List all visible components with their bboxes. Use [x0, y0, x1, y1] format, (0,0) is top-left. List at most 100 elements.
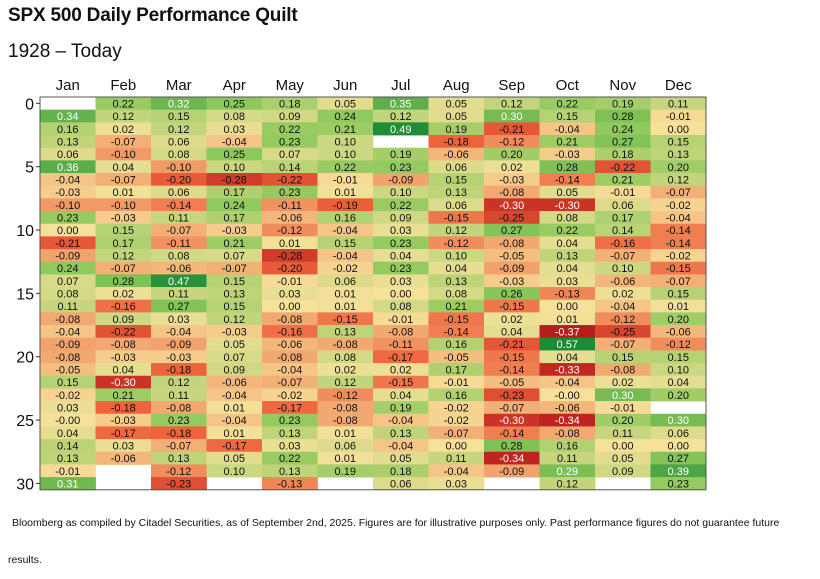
month-label-aug: Aug: [443, 77, 470, 94]
cell-label-r2-c4: 0.22: [279, 124, 300, 136]
cell-label-r9-c6: 0.09: [390, 213, 411, 225]
cell-label-r2-c2: 0.12: [168, 124, 189, 136]
heatmap-cell-r11-c6: [373, 236, 429, 250]
heatmap-cell-r3-c0: [40, 135, 96, 149]
cell-label-r29-c10: 0.09: [612, 466, 633, 478]
cell-label-r4-c2: 0.08: [168, 149, 189, 161]
cell-label-r24-c8: -0.07: [499, 403, 524, 415]
heatmap-cell-r11-c9: [539, 236, 596, 250]
cell-label-r30-c6: 0.06: [390, 479, 411, 491]
heatmap-cell-r3-c10: [595, 135, 651, 149]
cell-label-r15-c10: 0.02: [612, 289, 633, 301]
heatmap-cell-r20-c8: [484, 350, 540, 364]
cell-label-r29-c5: 0.19: [335, 466, 356, 478]
cell-label-r7-c11: -0.07: [666, 187, 691, 199]
cell-label-r22-c3: -0.06: [222, 377, 247, 389]
heatmap-cell-r16-c9: [539, 299, 596, 313]
heatmap-cell-r5-c1: [95, 160, 152, 174]
heatmap-cell-r7-c11: [650, 185, 707, 199]
heatmap-cell-r17-c8: [484, 312, 540, 326]
cell-label-r2-c5: 0.21: [335, 124, 356, 136]
cell-label-r22-c7: -0.01: [444, 377, 469, 389]
heatmap-cell-r26-c9: [539, 426, 596, 440]
heatmap-cell-r9-c1: [95, 211, 152, 225]
cell-label-r12-c3: 0.07: [224, 251, 245, 263]
cell-label-r20-c7: -0.05: [444, 352, 469, 364]
heatmap-cell-r28-c6: [373, 451, 429, 465]
heatmap-cell-r0-c8: [484, 97, 540, 111]
heatmap-cell-r17-c7: [428, 312, 485, 326]
heatmap-cell-r22-c4: [262, 375, 318, 389]
month-label-apr: Apr: [223, 77, 246, 94]
heatmap-cell-r7-c7: [428, 185, 485, 199]
cell-label-r14-c9: 0.03: [557, 276, 578, 288]
heatmap-cell-r5-c0: [40, 160, 96, 174]
heatmap-cell-r4-c6: [373, 147, 429, 161]
cell-label-r24-c9: -0.06: [555, 403, 580, 415]
heatmap-cell-r15-c9: [539, 287, 596, 301]
cell-label-r26-c2: -0.18: [166, 428, 191, 440]
cell-label-r5-c5: 0.22: [335, 162, 356, 174]
heatmap-cell-r17-c9: [539, 312, 596, 326]
heatmap-cell-r17-c1: [95, 312, 152, 326]
cell-label-r13-c0: 0.24: [57, 263, 78, 275]
cell-label-r6-c9: -0.14: [555, 174, 580, 186]
cell-label-r21-c1: 0.04: [113, 365, 134, 377]
cell-label-r11-c4: 0.01: [279, 238, 300, 250]
cell-label-r23-c6: 0.04: [390, 390, 411, 402]
heatmap-cell-r11-c0: [40, 236, 96, 250]
cell-label-r28-c3: 0.05: [224, 453, 245, 465]
y-tick-label-10: 10: [16, 223, 34, 240]
heatmap-cell-r9-c4: [262, 211, 318, 225]
heatmap-cell-r14-c6: [373, 274, 429, 288]
heatmap-cell-r5-c4: [262, 160, 318, 174]
heatmap-cell-r26-c3: [206, 426, 263, 440]
footnote: Bloomberg as compiled by Citadel Securit…: [8, 505, 816, 579]
cell-label-r7-c5: 0.01: [335, 187, 356, 199]
cell-label-r18-c1: -0.22: [111, 327, 136, 339]
heatmap-cell-r16-c4: [262, 299, 318, 313]
heatmap-cell-r9-c10: [595, 211, 651, 225]
heatmap-cell-r1-c8: [484, 109, 540, 123]
heatmap-cell-r8-c8: [484, 198, 540, 212]
heatmap-cell-r24-c8: [484, 401, 540, 415]
heatmap-cell-r18-c6: [373, 325, 429, 339]
cell-label-r6-c2: -0.20: [166, 174, 191, 186]
cell-label-r8-c5: -0.19: [333, 200, 358, 212]
heatmap-cell-r9-c7: [428, 211, 485, 225]
heatmap-cell-r14-c8: [484, 274, 540, 288]
cell-label-r14-c3: 0.15: [224, 276, 245, 288]
cell-label-r6-c5: -0.01: [333, 174, 358, 186]
heatmap-cell-r8-c1: [95, 198, 152, 212]
cell-label-r3-c10: 0.27: [612, 136, 633, 148]
heatmap-cell-r1-c2: [151, 109, 207, 123]
heatmap-cell-r12-c5: [317, 249, 374, 263]
cell-label-r9-c7: -0.15: [444, 213, 469, 225]
cell-label-r21-c11: 0.10: [668, 365, 689, 377]
heatmap-cell-r15-c2: [151, 287, 207, 301]
cell-label-r30-c9: 0.12: [557, 479, 578, 491]
cell-label-r16-c3: 0.15: [224, 301, 245, 313]
cell-label-r3-c4: 0.23: [279, 136, 300, 148]
heatmap-cell-r8-c5: [317, 198, 374, 212]
heatmap-cell-r25-c1: [95, 413, 152, 427]
cell-label-r7-c2: 0.06: [168, 187, 189, 199]
cell-label-r13-c10: 0.10: [612, 263, 633, 275]
cell-label-r13-c6: 0.23: [390, 263, 411, 275]
cell-label-r12-c1: 0.12: [113, 251, 134, 263]
cell-label-r18-c2: -0.04: [166, 327, 191, 339]
heatmap-cell-r11-c11: [650, 236, 707, 250]
cell-label-r26-c4: 0.13: [279, 428, 300, 440]
y-tick-label-30: 30: [16, 476, 34, 493]
heatmap-cell-r15-c3: [206, 287, 263, 301]
heatmap-cell-r20-c1: [95, 350, 152, 364]
heatmap-cell-r8-c3: [206, 198, 263, 212]
cell-label-r22-c11: 0.04: [668, 377, 689, 389]
cell-label-r26-c10: 0.11: [612, 428, 633, 440]
cell-label-r23-c11: 0.20: [668, 390, 689, 402]
heatmap-cell-r11-c5: [317, 236, 374, 250]
cell-label-r15-c11: 0.15: [668, 289, 689, 301]
heatmap-cell-r2-c10: [595, 122, 651, 136]
cell-label-r14-c5: 0.06: [335, 276, 356, 288]
cell-label-r26-c7: -0.07: [444, 428, 469, 440]
